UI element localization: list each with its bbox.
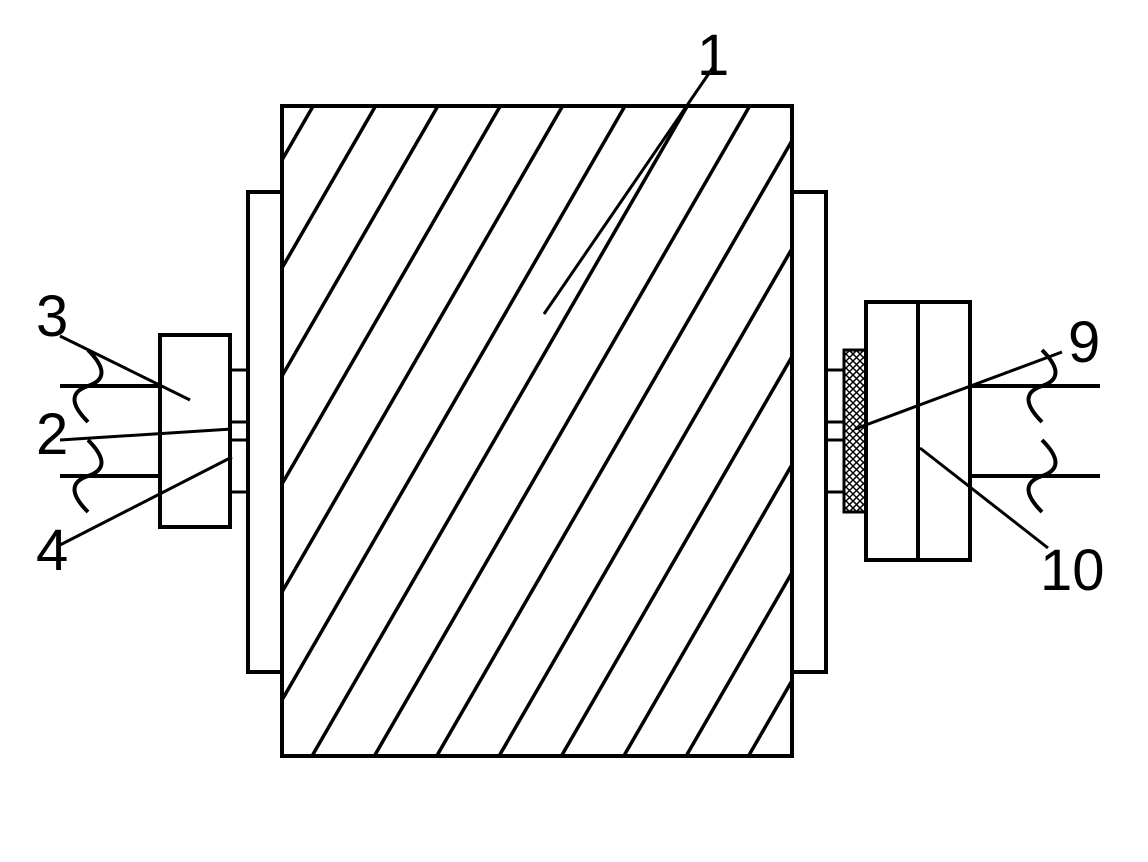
label-2: 2 — [36, 402, 68, 467]
label-10: 10 — [1040, 538, 1105, 603]
left-stub-top — [230, 370, 248, 422]
left-side-plate — [248, 192, 282, 672]
left-stub-bot — [230, 440, 248, 492]
right-side-plate — [792, 192, 826, 672]
label-4: 4 — [36, 518, 68, 583]
central-block — [282, 106, 792, 756]
label-9: 9 — [1068, 310, 1100, 375]
right-stub-top — [826, 370, 844, 422]
label-1: 1 — [697, 23, 729, 88]
leader-1 — [544, 66, 714, 314]
leader-4 — [60, 457, 232, 545]
leader-2 — [60, 429, 232, 440]
right-stub-bot — [826, 440, 844, 492]
label-3: 3 — [36, 284, 68, 349]
hatch-group — [232, 0, 842, 862]
technical-diagram: 1 3 2 4 9 10 — [0, 0, 1148, 862]
